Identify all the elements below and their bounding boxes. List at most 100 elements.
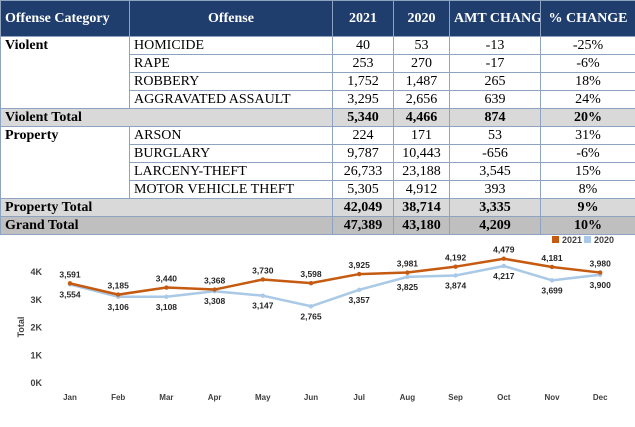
data-label-2020: 2,765 <box>300 311 322 321</box>
offense-name: ARSON <box>129 126 333 145</box>
y-tick-label: 1K <box>30 350 42 360</box>
data-point-2021 <box>164 285 169 290</box>
pct-change: -6% <box>540 144 635 163</box>
pct-change: 24% <box>540 90 635 109</box>
y-tick-label: 2K <box>30 323 42 333</box>
x-tick-label: Apr <box>208 393 222 402</box>
x-tick-label: Dec <box>593 393 608 402</box>
amt-change: 265 <box>449 72 541 91</box>
offense-name: ROBBERY <box>129 72 333 91</box>
data-label-2021: 3,925 <box>349 260 371 270</box>
offense-name: AGGRAVATED ASSAULT <box>129 90 333 109</box>
data-point-2021 <box>357 271 362 277</box>
data-point-2020 <box>453 273 458 278</box>
data-point-2021 <box>212 287 217 292</box>
pct-change: -6% <box>540 54 635 73</box>
data-label-2021: 3,598 <box>300 269 322 279</box>
x-tick-label: Feb <box>111 393 125 402</box>
y-axis-label: Total <box>16 317 26 338</box>
data-point-2020 <box>549 278 555 283</box>
data-label-2021: 3,368 <box>204 276 226 286</box>
category-label: Property <box>0 126 130 199</box>
offense-name: BURGLARY <box>129 144 333 163</box>
subtotal-y2020: 4,466 <box>393 108 450 127</box>
series-line-2021 <box>68 257 602 296</box>
table-row: RAPE 253 270 -17 -6% <box>1 54 635 73</box>
header-pct-change: % CHANGE <box>540 0 635 37</box>
value-2021: 9,787 <box>332 144 394 163</box>
data-label-2020: 3,147 <box>252 301 274 311</box>
header-2021: 2021 <box>332 0 394 37</box>
data-label-2021: 3,185 <box>108 281 130 291</box>
amt-change: -656 <box>449 144 541 163</box>
data-point-2020 <box>357 287 362 293</box>
y-tick-label: 4K <box>30 267 42 277</box>
pct-change: 31% <box>540 126 635 145</box>
subtotal-pct: 20% <box>540 108 635 127</box>
data-label-2021: 3,440 <box>156 274 178 284</box>
table-row: Property ARSON 224 171 53 31% <box>0 126 635 199</box>
table-row: LARCENY-THEFT 26,733 23,188 3,545 15% <box>1 162 635 181</box>
data-label-2021: 3,591 <box>59 269 81 279</box>
subtotal-amt: 3,335 <box>449 198 541 217</box>
grand-total-pct: 10% <box>540 216 635 235</box>
series-line-2020 <box>68 264 602 308</box>
value-2020: 171 <box>393 126 450 145</box>
table-row: BURGLARY 9,787 10,443 -656 -6% <box>1 144 635 163</box>
amt-change: -13 <box>449 36 541 55</box>
x-tick-label: May <box>255 393 271 402</box>
value-2020: 270 <box>393 54 450 73</box>
subtotal-row: Property Total 42,049 38,714 3,335 9% <box>0 198 635 217</box>
value-2021: 5,305 <box>332 180 394 199</box>
data-point-2021 <box>598 270 603 275</box>
header-offense: Offense <box>129 0 333 37</box>
x-tick-label: Nov <box>544 393 560 402</box>
x-tick-label: Jul <box>353 393 365 402</box>
value-2021: 1,752 <box>332 72 394 91</box>
y-tick-label: 0K <box>30 378 42 388</box>
subtotal-label: Violent Total <box>0 108 333 127</box>
data-point-2020 <box>405 274 410 280</box>
x-tick-label: Aug <box>400 393 416 402</box>
data-label-2021: 3,981 <box>397 259 419 269</box>
subtotal-label: Property Total <box>0 198 333 217</box>
offense-name: RAPE <box>129 54 333 73</box>
header-amt-change: AMT CHANGE <box>449 0 541 37</box>
subtotal-y2021: 42,049 <box>332 198 394 217</box>
data-label-2020: 3,554 <box>59 289 81 299</box>
table-row: ROBBERY 1,752 1,487 265 18% <box>1 72 635 91</box>
grand-total-amt: 4,209 <box>449 216 541 235</box>
x-tick-label: Oct <box>497 393 511 402</box>
value-2021: 3,295 <box>332 90 394 109</box>
header-row: Offense Category Offense 2021 2020 AMT C… <box>0 0 635 37</box>
table-body: Violent HOMICIDE 40 53 -13 -25% RAPE 253 270 -17-… <box>0 36 635 235</box>
data-point-2021 <box>549 264 555 270</box>
legend-swatch-2020 <box>584 236 591 243</box>
subtotal-amt: 874 <box>449 108 541 127</box>
amt-change: 53 <box>449 126 541 145</box>
grand-total-row: Grand Total 47,389 43,180 4,209 10% <box>0 216 635 235</box>
table-row: Violent HOMICIDE 40 53 -13 -25% <box>0 36 635 109</box>
data-point-2020 <box>260 293 265 298</box>
grand-total-y2021: 47,389 <box>332 216 394 235</box>
legend-label-2020: 2020 <box>594 235 614 245</box>
legend-label-2021: 2021 <box>562 235 582 245</box>
x-tick-label: Mar <box>159 393 173 402</box>
data-point-2020 <box>501 263 506 269</box>
value-2021: 40 <box>332 36 394 55</box>
pct-change: -25% <box>540 36 635 55</box>
value-2020: 53 <box>393 36 450 55</box>
pct-change: 15% <box>540 162 635 181</box>
offense-name: MOTOR VEHICLE THEFT <box>129 180 333 199</box>
data-point-2021 <box>501 256 506 261</box>
header-2020: 2020 <box>393 0 450 37</box>
legend-swatch-2021 <box>552 236 559 243</box>
data-point-2021 <box>67 281 73 286</box>
data-label-2021: 3,730 <box>252 265 274 275</box>
data-label-2020: 3,699 <box>541 285 563 295</box>
x-tick-label: Sep <box>448 393 463 402</box>
data-label-2020: 3,825 <box>397 282 419 292</box>
table-row: MOTOR VEHICLE THEFT 5,305 4,912 393 8% <box>1 180 635 199</box>
data-label-2020: 3,357 <box>349 295 371 305</box>
pct-change: 8% <box>540 180 635 199</box>
